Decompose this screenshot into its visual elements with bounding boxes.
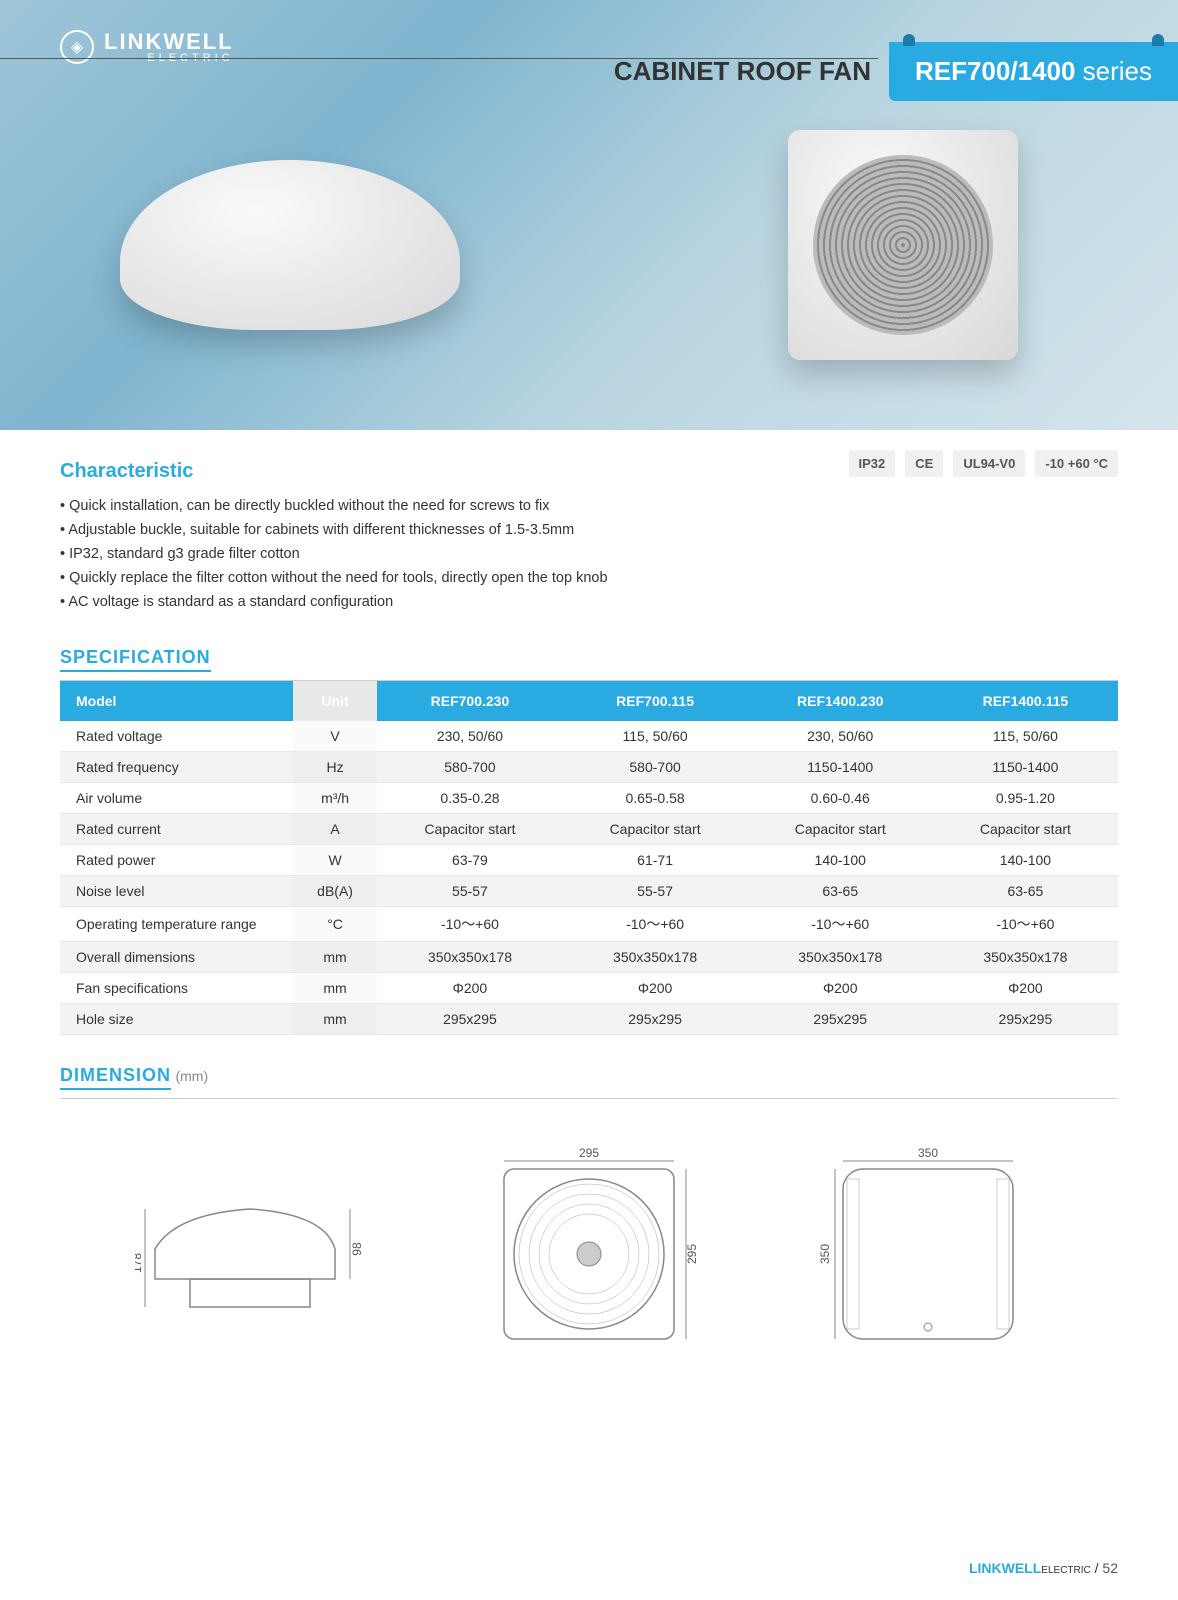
th-model: Model — [60, 681, 293, 721]
table-row: Rated frequencyHz580-700580-7001150-1400… — [60, 751, 1118, 782]
dimension-title: DIMENSION — [60, 1065, 171, 1090]
table-row: Fan specificationsmmΦ200Φ200Φ200Φ200 — [60, 972, 1118, 1003]
characteristic-item: IP32, standard g3 grade filter cotton — [60, 543, 1118, 567]
th-c4: REF1400.115 — [933, 681, 1118, 721]
dim-front-view: 295 295 — [474, 1139, 704, 1369]
badge-ce: CE — [905, 450, 943, 477]
th-c2: REF700.115 — [563, 681, 748, 721]
svg-text:178: 178 — [135, 1252, 144, 1272]
characteristic-list: Quick installation, can be directly buck… — [60, 495, 1118, 615]
characteristic-item: Quickly replace the filter cotton withou… — [60, 567, 1118, 591]
table-row: Overall dimensionsmm350x350x178350x350x1… — [60, 941, 1118, 972]
page-footer: LINKWELLELECTRIC / 52 — [969, 1560, 1118, 1576]
cert-badges: IP32 CE UL94-V0 -10 +60 °C — [849, 450, 1119, 477]
th-c3: REF1400.230 — [748, 681, 933, 721]
series-badge: REF700/1400 series — [889, 42, 1178, 101]
hero-banner: ◈ LINKWELL ELECTRIC CABINET ROOF FAN REF… — [0, 0, 1178, 430]
dim-top-view: 350 350 — [813, 1139, 1043, 1369]
dimension-unit: (mm) — [175, 1068, 208, 1084]
table-row: Operating temperature range°C-10～+60-10～… — [60, 906, 1118, 941]
table-row: Rated currentACapacitor startCapacitor s… — [60, 813, 1118, 844]
specification-title: SPECIFICATION — [60, 647, 211, 672]
category-title: CABINET ROOF FAN — [614, 56, 871, 87]
table-row: Air volumem³/h0.35-0.280.65-0.580.60-0.4… — [60, 782, 1118, 813]
product-image-back — [788, 130, 1018, 360]
table-row: Rated powerW63-7961-71140-100140-100 — [60, 844, 1118, 875]
svg-text:98: 98 — [350, 1242, 364, 1256]
characteristic-item: AC voltage is standard as a standard con… — [60, 591, 1118, 615]
svg-text:295: 295 — [685, 1243, 699, 1263]
dim-side-view: 178 98 — [135, 1179, 365, 1329]
dimension-figures: 178 98 295 295 — [60, 1139, 1118, 1369]
table-row: Noise leveldB(A)55-5755-5763-6563-65 — [60, 875, 1118, 906]
table-row: Hole sizemm295x295295x295295x295295x295 — [60, 1003, 1118, 1034]
characteristic-item: Adjustable buckle, suitable for cabinets… — [60, 519, 1118, 543]
svg-text:295: 295 — [579, 1146, 599, 1160]
badge-ul94: UL94-V0 — [953, 450, 1025, 477]
product-image-front — [120, 160, 460, 330]
badge-ip32: IP32 — [849, 450, 896, 477]
brand-name: LINKWELL — [104, 31, 234, 53]
specification-table: Model Unit REF700.230 REF700.115 REF1400… — [60, 681, 1118, 1035]
badge-temp: -10 +60 °C — [1035, 450, 1118, 477]
characteristic-item: Quick installation, can be directly buck… — [60, 495, 1118, 519]
svg-text:350: 350 — [918, 1146, 938, 1160]
th-c1: REF700.230 — [377, 681, 562, 721]
table-row: Rated voltageV230, 50/60115, 50/60230, 5… — [60, 721, 1118, 752]
fan-grill-icon — [813, 155, 993, 335]
svg-text:350: 350 — [818, 1243, 832, 1263]
th-unit: Unit — [293, 681, 378, 721]
